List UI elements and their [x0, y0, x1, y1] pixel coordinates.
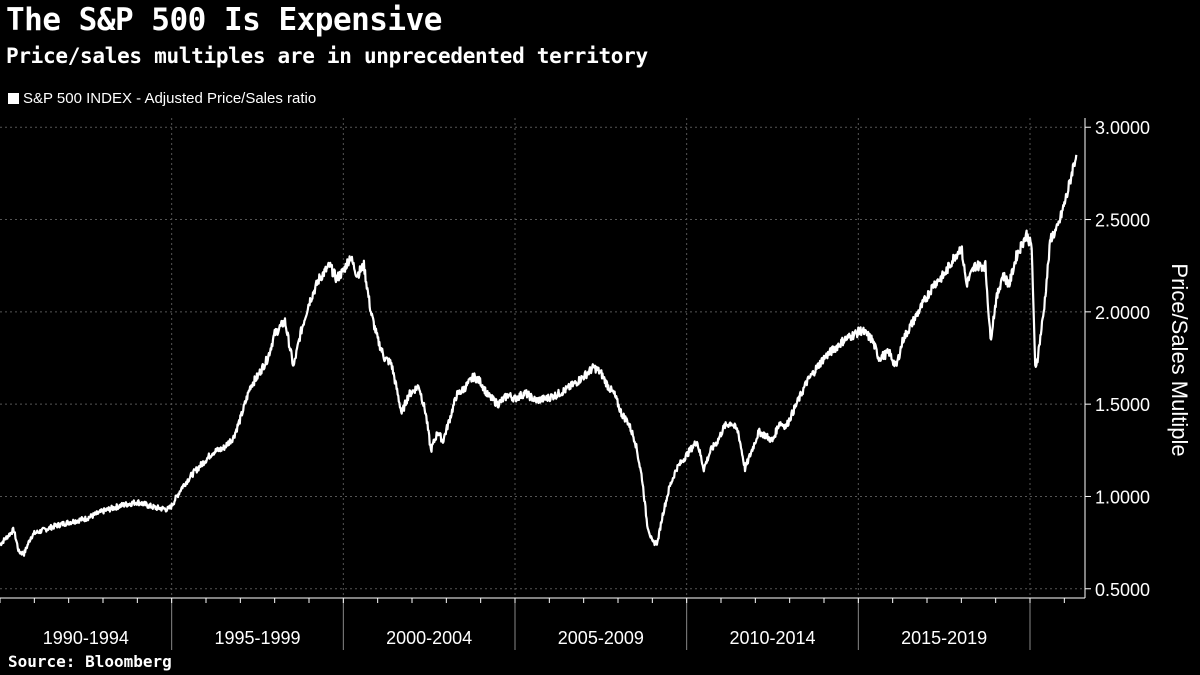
y-tick-label: 1.0000	[1095, 487, 1150, 507]
source-note: Source: Bloomberg	[8, 652, 172, 671]
y-tick-label: 3.0000	[1095, 118, 1150, 138]
y-tick-label: 2.0000	[1095, 303, 1150, 323]
x-category-label: 2005-2009	[558, 628, 644, 648]
chart-title: The S&P 500 Is Expensive	[6, 2, 442, 38]
y-tick-label: 0.5000	[1095, 580, 1150, 600]
legend-label: S&P 500 INDEX - Adjusted Price/Sales rat…	[23, 90, 317, 107]
y-tick-label: 2.5000	[1095, 211, 1150, 231]
series-line	[0, 154, 1078, 557]
legend: S&P 500 INDEX - Adjusted Price/Sales rat…	[8, 90, 316, 107]
x-category-label: 2000-2004	[386, 628, 472, 648]
x-category-label: 2010-2014	[729, 628, 815, 648]
series-group	[0, 154, 1078, 557]
x-category-label: 1990-1994	[43, 628, 129, 648]
y-tick-label: 1.5000	[1095, 395, 1150, 415]
x-category-label: 2015-2019	[901, 628, 987, 648]
x-category-label: 1995-1999	[214, 628, 300, 648]
grid-lines	[0, 118, 1085, 598]
legend-swatch	[8, 93, 19, 104]
y-axis-label: Price/Sales Multiple	[1167, 263, 1192, 456]
tick-labels: 0.5000 1.0000 1.5000 2.0000 2.5000 3.0000 1990…	[43, 118, 1150, 648]
chart-subtitle: Price/sales multiples are in unprecedent…	[6, 44, 648, 68]
axes	[0, 118, 1091, 650]
